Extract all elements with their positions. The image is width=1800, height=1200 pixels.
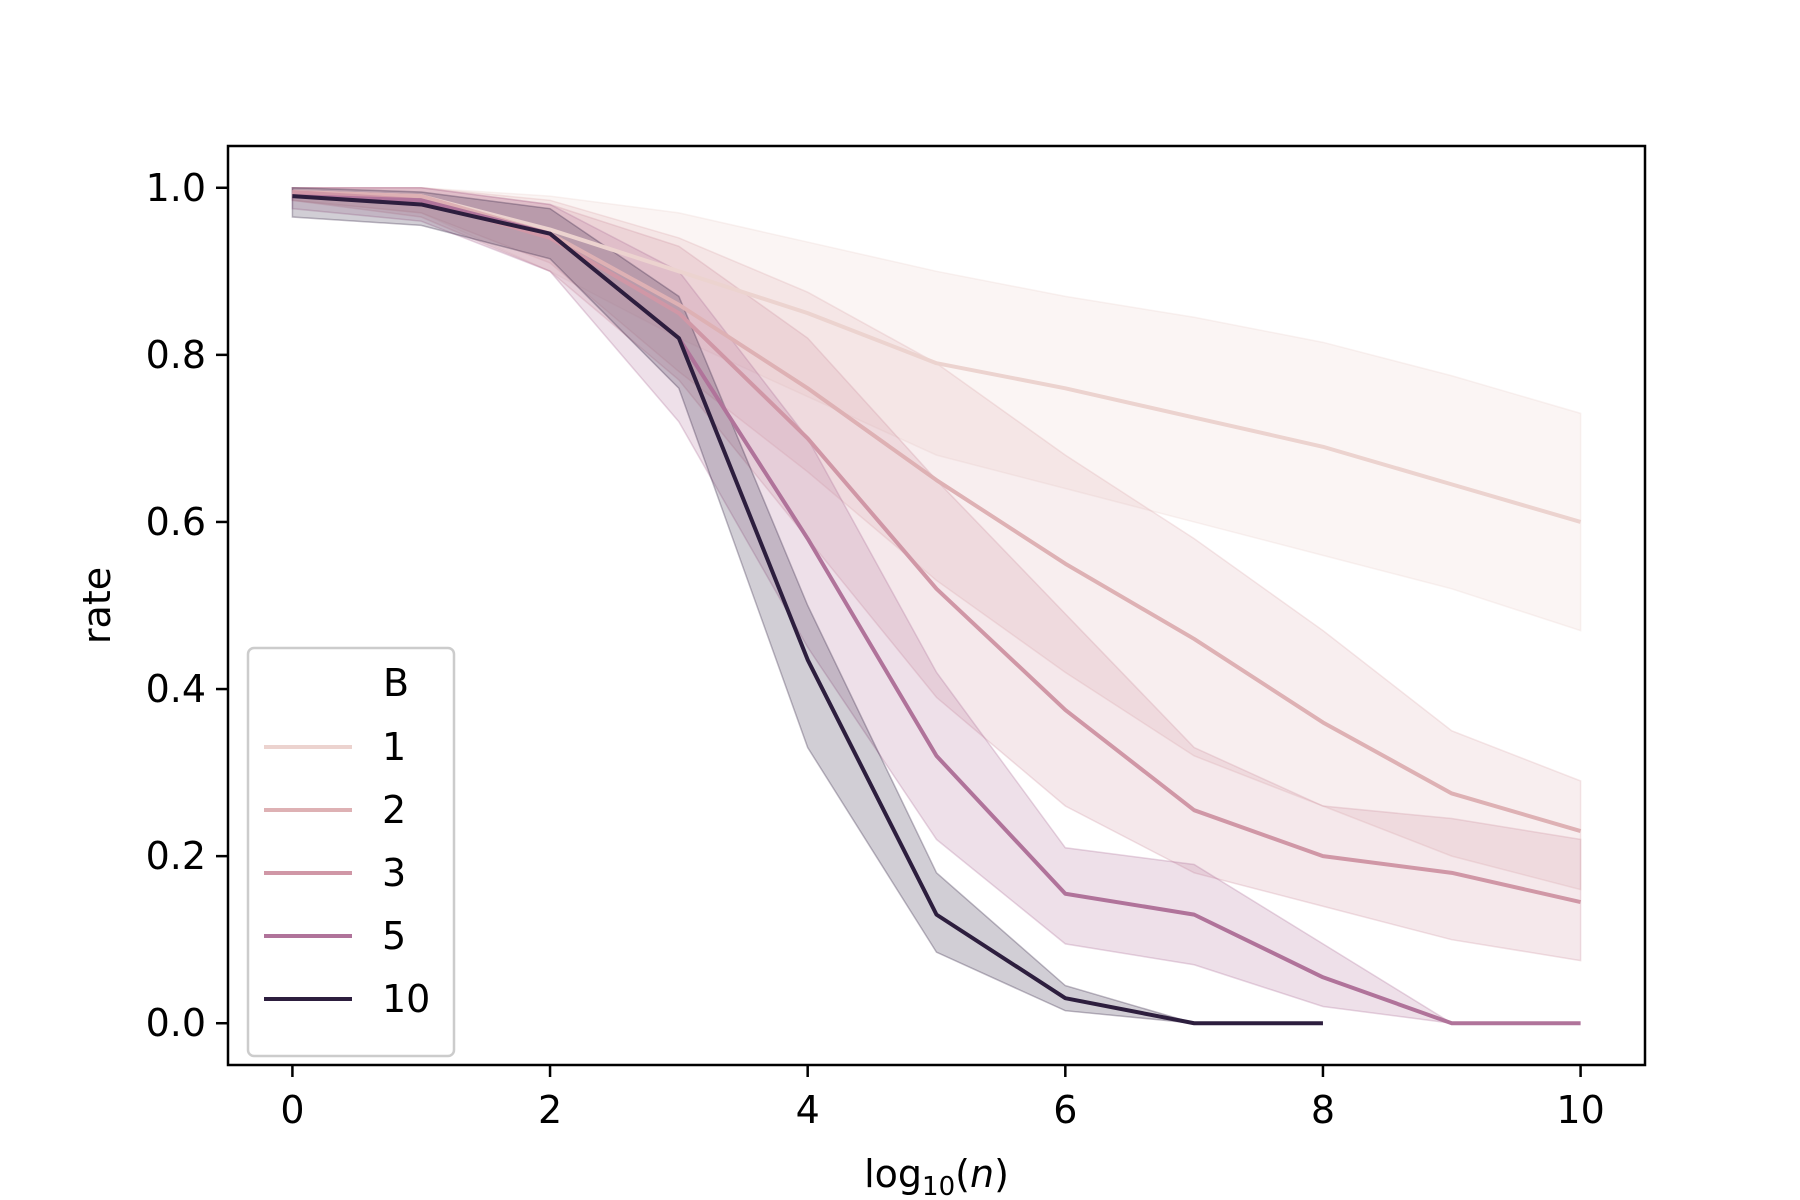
legend-label-10: 10 — [382, 977, 430, 1021]
legend-label-1: 1 — [382, 725, 406, 769]
x-axis-label-variable: n — [970, 1152, 994, 1196]
x-axis-label: log10(n) — [864, 1152, 1009, 1200]
x-axis-label-open-paren: ( — [955, 1152, 970, 1196]
x-tick-label: 10 — [1556, 1088, 1604, 1132]
x-axis-ticks: 0 2 4 6 8 10 — [280, 1065, 1605, 1132]
legend-items: 1 2 3 5 10 — [264, 725, 430, 1021]
x-tick-label: 8 — [1311, 1088, 1335, 1132]
legend-title: B — [383, 661, 409, 705]
y-tick-label: 0.8 — [146, 333, 206, 377]
legend: B 1 2 3 5 10 — [246, 646, 456, 1058]
x-axis-label-close-paren: ) — [994, 1152, 1009, 1196]
y-axis-label: rate — [75, 567, 119, 644]
x-tick-label: 4 — [796, 1088, 820, 1132]
line-series-10 — [292, 194, 1323, 1026]
x-axis-label-subscript: 10 — [922, 1172, 955, 1200]
x-tick-label: 0 — [280, 1088, 304, 1132]
band-series-1 — [291, 187, 1582, 632]
y-tick-label: 0.6 — [146, 500, 206, 544]
line-series-1 — [292, 189, 1582, 524]
confidence-bands — [291, 186, 1582, 1024]
x-axis-label-base: log — [864, 1152, 922, 1196]
legend-box — [246, 646, 456, 1058]
band-series-2 — [291, 187, 1582, 891]
series-lines — [292, 189, 1582, 1026]
x-tick-label: 6 — [1053, 1088, 1077, 1132]
legend-label-2: 2 — [382, 788, 406, 832]
legend-label-3: 3 — [382, 851, 406, 895]
x-tick-label: 2 — [538, 1088, 562, 1132]
y-axis-ticks: 0.0 0.2 0.4 0.6 0.8 1.0 — [146, 166, 228, 1045]
y-tick-label: 0.4 — [146, 667, 206, 711]
y-tick-label: 1.0 — [146, 166, 206, 210]
band-series-3 — [291, 187, 1582, 962]
y-tick-label: 0.0 — [146, 1001, 206, 1045]
y-tick-label: 0.2 — [146, 834, 206, 878]
plot-frame — [226, 144, 1647, 1067]
legend-label-5: 5 — [382, 914, 406, 958]
